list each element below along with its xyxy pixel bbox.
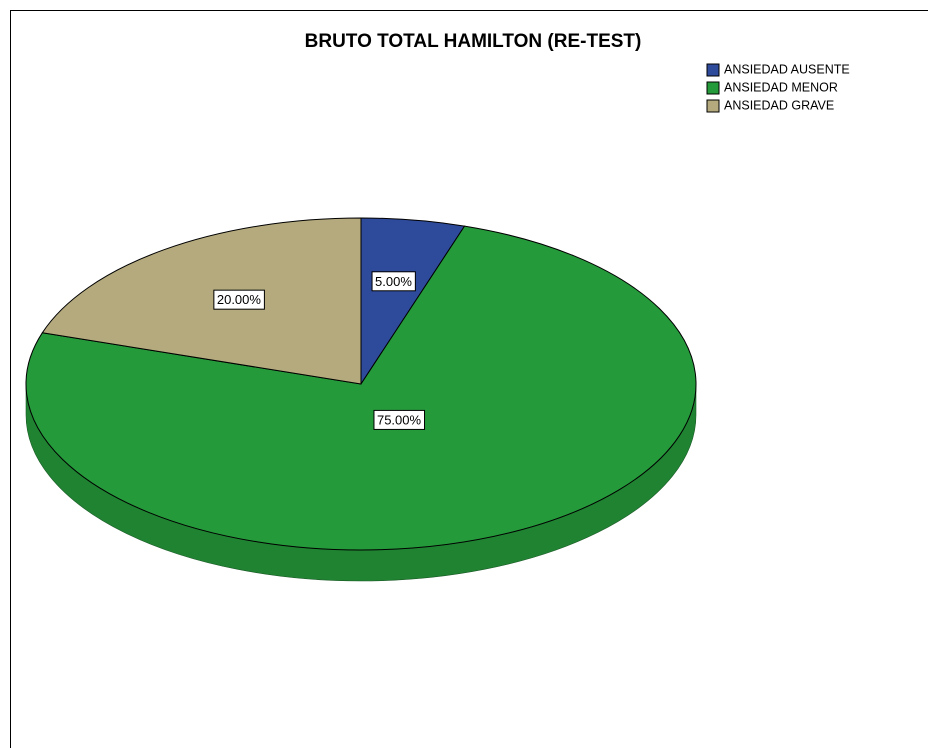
legend-swatch: [706, 99, 720, 113]
legend-swatch: [706, 81, 720, 95]
pie-slice: [25, 225, 697, 551]
legend-label: ANSIEDAD AUSENTE: [724, 62, 850, 76]
value-label-box: [373, 409, 426, 430]
value-label: 5.00%: [375, 274, 412, 289]
value-label-box: [213, 289, 265, 310]
pie-slice: [41, 217, 362, 385]
value-label: 20.00%: [217, 292, 262, 307]
legend-label: ANSIEDAD GRAVE: [724, 98, 834, 112]
chart-title: BRUTO TOTAL HAMILTON (RE-TEST): [305, 31, 642, 52]
value-label: 75.00%: [377, 412, 422, 427]
value-label-box: [371, 271, 416, 292]
legend-swatch: [706, 63, 720, 77]
legend-label: ANSIEDAD MENOR: [724, 80, 838, 94]
